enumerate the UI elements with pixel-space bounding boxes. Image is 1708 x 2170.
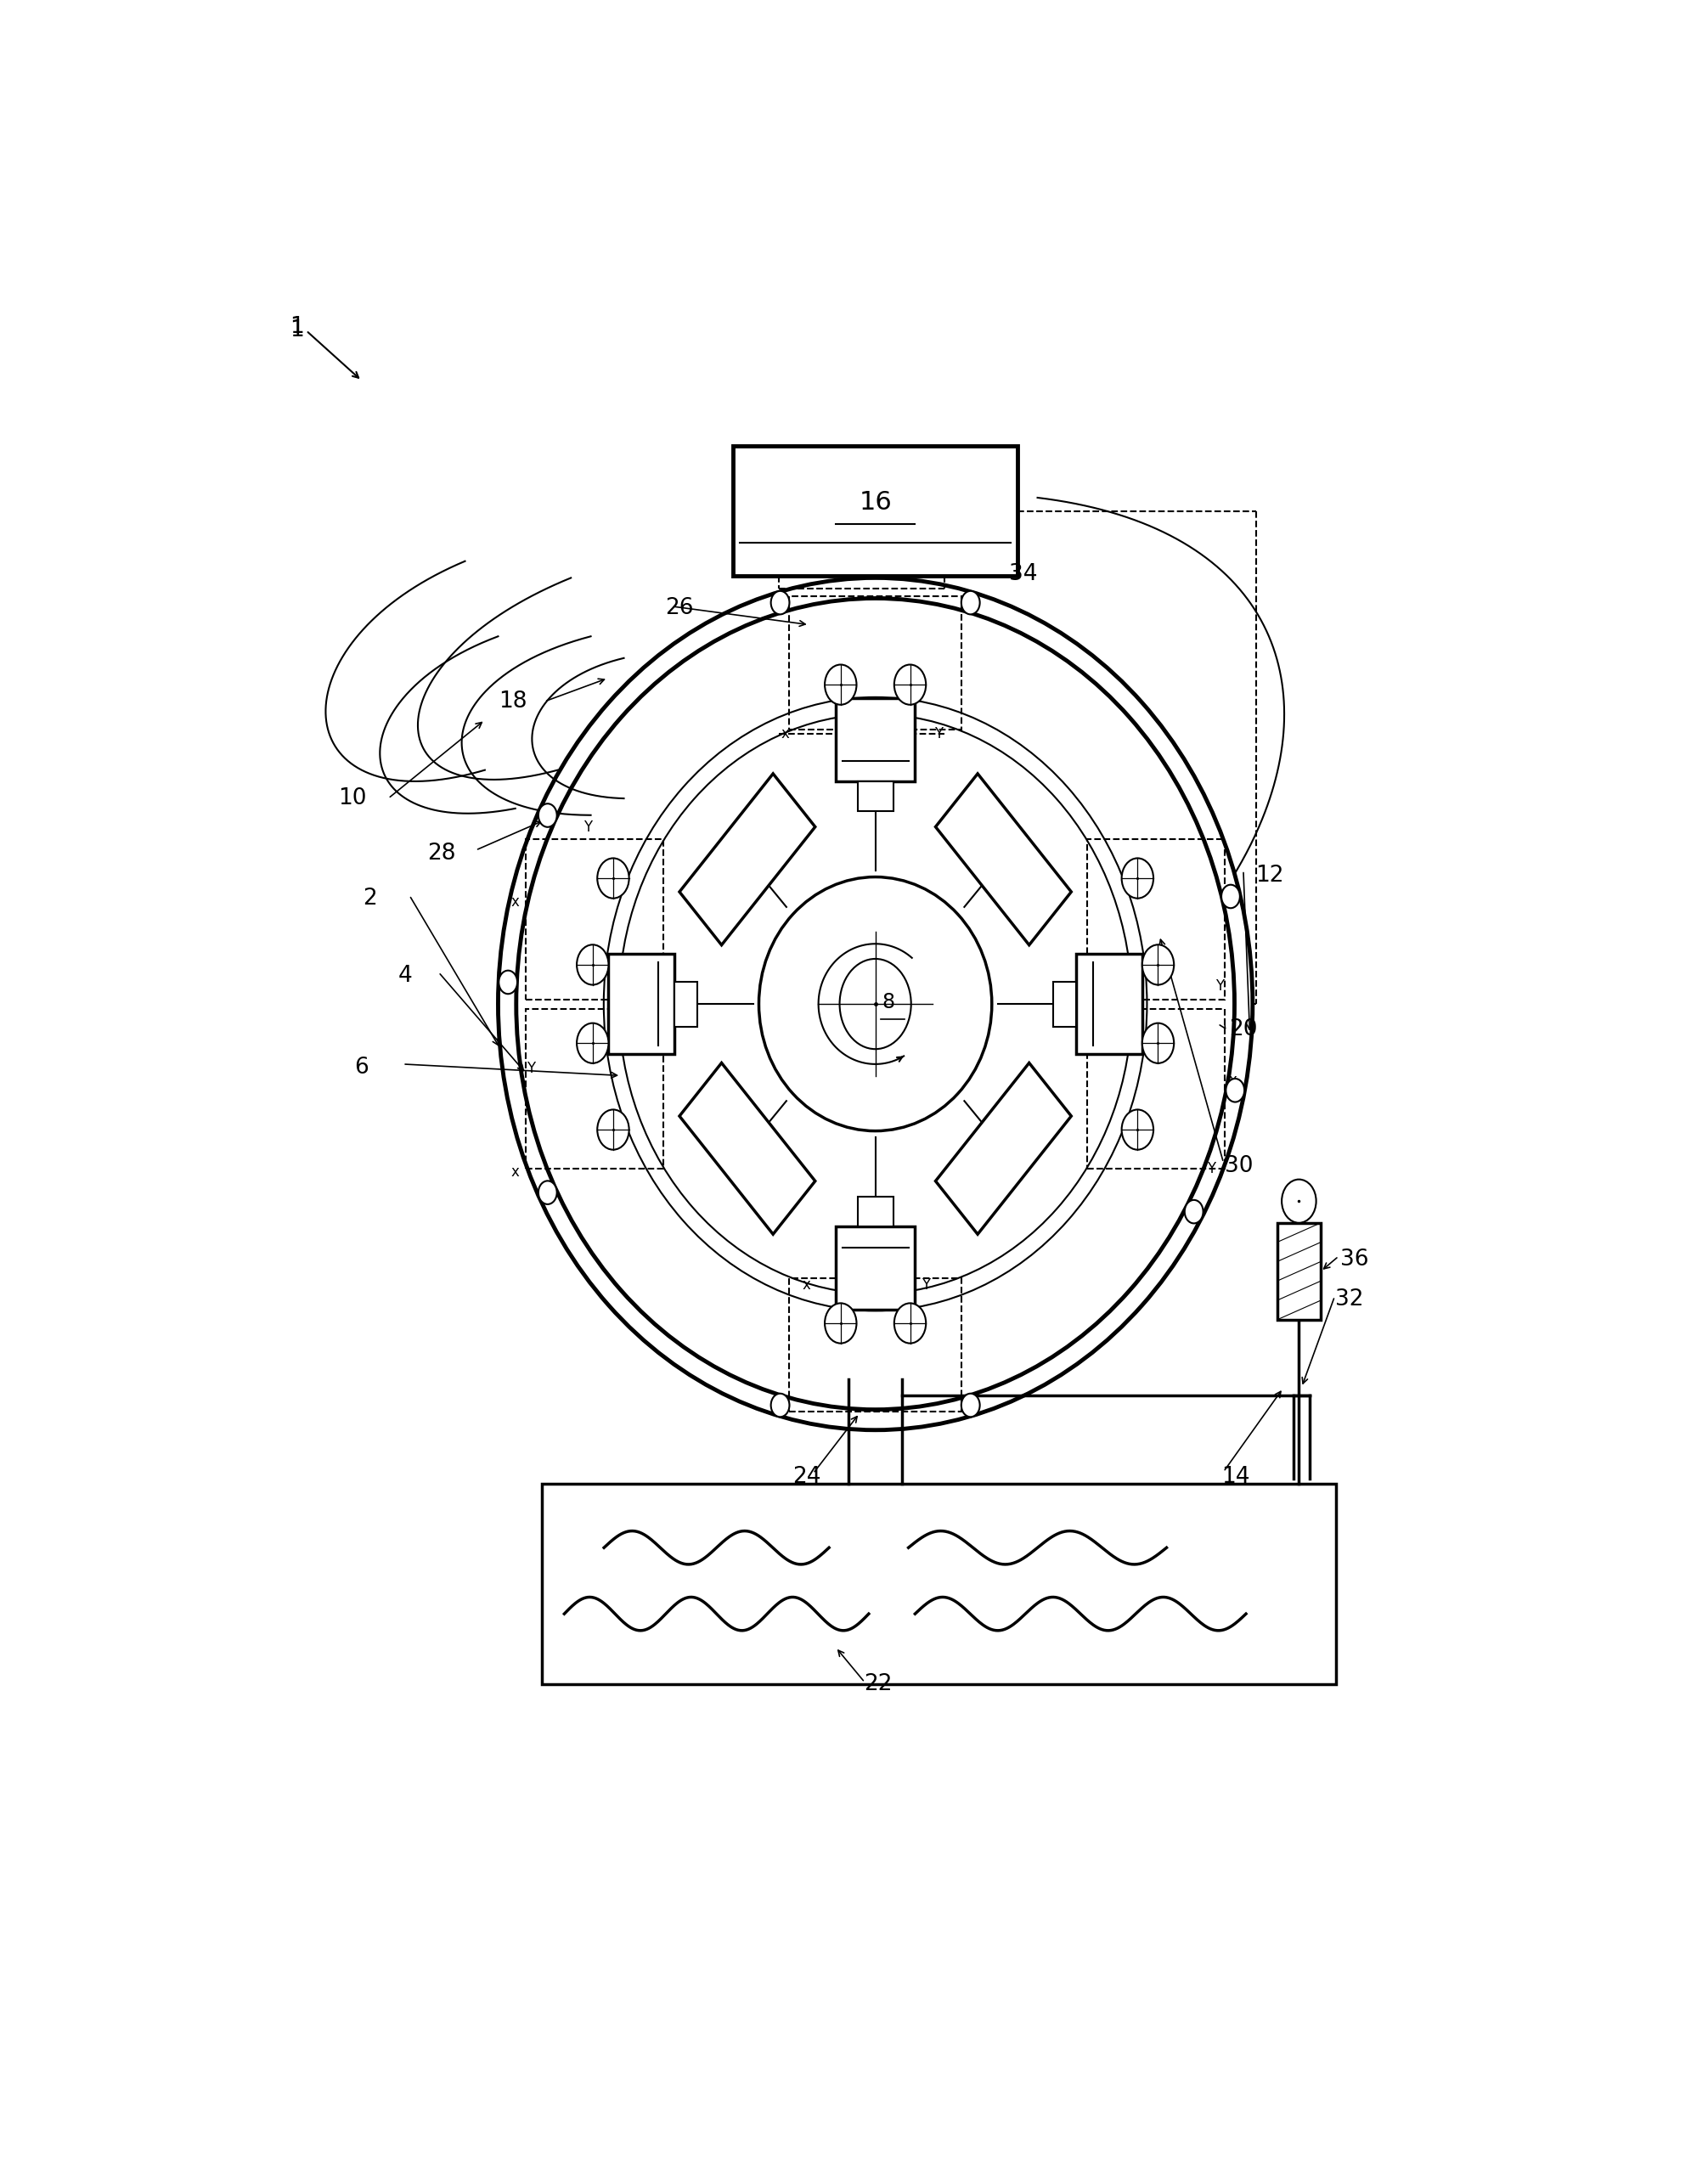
Text: 26: 26	[664, 597, 693, 618]
Bar	[1054, 981, 1076, 1026]
Circle shape	[825, 664, 856, 705]
Text: Y: Y	[934, 725, 943, 740]
Bar	[1278, 1224, 1320, 1319]
Circle shape	[577, 944, 608, 985]
Circle shape	[1185, 1200, 1202, 1224]
Bar	[857, 781, 893, 812]
Bar	[789, 1278, 962, 1413]
Circle shape	[1226, 1078, 1245, 1102]
Bar	[835, 1226, 915, 1311]
Polygon shape	[680, 775, 815, 944]
Circle shape	[1143, 1022, 1173, 1063]
Circle shape	[1143, 944, 1173, 985]
Circle shape	[895, 664, 926, 705]
Text: 8: 8	[881, 992, 895, 1013]
Bar	[675, 981, 697, 1026]
Text: x: x	[511, 1165, 519, 1180]
Bar	[526, 840, 664, 998]
Circle shape	[962, 590, 980, 614]
Text: 28: 28	[427, 842, 456, 864]
Text: x: x	[1231, 892, 1240, 907]
Bar	[1086, 1009, 1225, 1170]
Text: 10: 10	[338, 788, 367, 809]
Bar	[541, 1484, 1336, 1684]
Circle shape	[895, 1304, 926, 1343]
Bar	[526, 1009, 664, 1170]
Text: 24: 24	[793, 1465, 822, 1489]
Text: Y: Y	[1208, 1161, 1216, 1176]
Text: 2: 2	[362, 888, 377, 909]
Text: 36: 36	[1341, 1248, 1368, 1272]
Circle shape	[770, 1393, 789, 1417]
Circle shape	[499, 970, 518, 994]
Circle shape	[1281, 1180, 1317, 1224]
Text: 22: 22	[864, 1673, 892, 1695]
Text: Y: Y	[528, 1061, 536, 1076]
Bar	[608, 955, 675, 1055]
Text: 16: 16	[859, 490, 892, 514]
Bar	[1076, 955, 1143, 1055]
Text: x: x	[1228, 1072, 1237, 1087]
Circle shape	[538, 1180, 557, 1204]
Circle shape	[1122, 1109, 1153, 1150]
Text: 30: 30	[1225, 1154, 1254, 1176]
Circle shape	[598, 1109, 629, 1150]
Polygon shape	[680, 1063, 815, 1235]
Circle shape	[538, 803, 557, 827]
Text: x: x	[781, 725, 789, 740]
Circle shape	[1122, 857, 1153, 898]
Text: 1: 1	[290, 319, 304, 341]
Text: 32: 32	[1336, 1289, 1363, 1311]
Bar	[733, 445, 1018, 577]
Ellipse shape	[758, 877, 992, 1131]
Polygon shape	[936, 775, 1071, 944]
Text: 4: 4	[398, 963, 413, 987]
Text: Y: Y	[584, 820, 593, 835]
Circle shape	[598, 857, 629, 898]
Text: Y: Y	[921, 1278, 929, 1293]
Bar	[1086, 840, 1225, 998]
Text: x: x	[511, 894, 519, 909]
Circle shape	[962, 1393, 980, 1417]
Circle shape	[840, 959, 910, 1048]
Text: 6: 6	[355, 1057, 369, 1078]
Text: 12: 12	[1255, 864, 1284, 885]
Circle shape	[825, 1304, 856, 1343]
Text: 34: 34	[1009, 564, 1038, 586]
Text: 18: 18	[499, 690, 526, 712]
Text: 20: 20	[1230, 1018, 1257, 1039]
Circle shape	[577, 1022, 608, 1063]
Circle shape	[1221, 885, 1240, 907]
Text: 14: 14	[1221, 1465, 1250, 1489]
Text: 1: 1	[290, 317, 304, 339]
Bar	[857, 1198, 893, 1226]
Bar	[789, 597, 962, 729]
Circle shape	[770, 590, 789, 614]
Text: Y: Y	[1214, 979, 1223, 994]
Polygon shape	[936, 1063, 1071, 1235]
Text: x: x	[803, 1278, 811, 1293]
Bar	[835, 699, 915, 781]
